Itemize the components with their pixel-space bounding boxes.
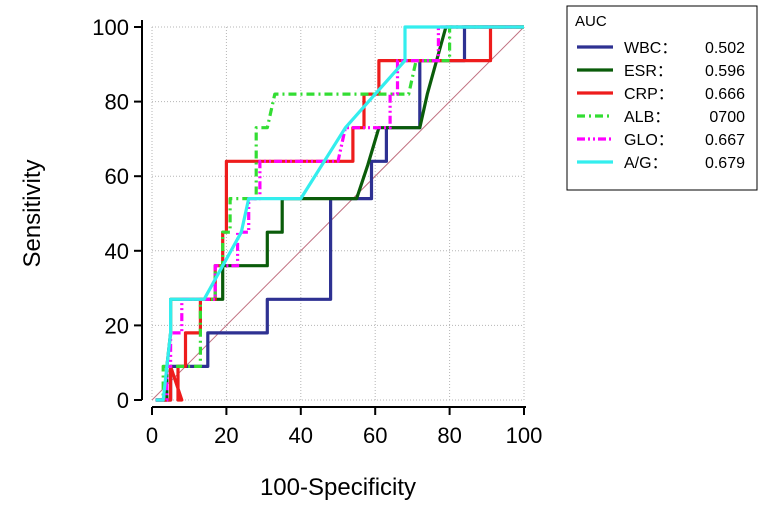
legend-auc-wbc: 0.502: [705, 40, 745, 57]
legend-auc-crp: 0.666: [705, 86, 745, 103]
x-tick-label: 0: [146, 423, 158, 448]
y-tick-label: 60: [105, 164, 129, 189]
reference-diagonal: [151, 26, 525, 401]
legend-label-wbc: WBC：: [624, 40, 677, 57]
series-line-glo: [155, 25, 524, 402]
y-tick-label: 0: [117, 388, 129, 413]
y-tick-label: 80: [105, 90, 129, 115]
x-tick-label: 60: [363, 423, 387, 448]
x-tick-label: 100: [506, 423, 543, 448]
legend-auc-esr: 0.596: [705, 63, 745, 80]
legend-title: AUC: [575, 13, 607, 30]
series-line-ag: [155, 25, 524, 402]
x-axis-title: 100-Specificity: [260, 474, 416, 501]
legend-label-esr: ESR：: [624, 63, 673, 80]
y-tick-label: 40: [105, 239, 129, 264]
x-tick-label: 40: [289, 423, 313, 448]
series-line-alb: [155, 25, 524, 402]
legend-auc-glo: 0.667: [705, 132, 745, 149]
legend-label-alb: ALB：: [624, 109, 670, 126]
y-tick-label: 20: [105, 313, 129, 338]
x-tick-label: 20: [214, 423, 238, 448]
y-tick-label: 100: [92, 15, 129, 40]
legend-label-glo: GLO：: [624, 132, 674, 149]
x-tick-label: 80: [437, 423, 461, 448]
y-axis-title: Sensitivity: [19, 159, 46, 267]
legend-box: [566, 5, 758, 191]
legend-label-crp: CRP：: [624, 86, 674, 103]
legend-auc-alb: 0700: [709, 109, 745, 126]
legend-auc-ag: 0.679: [705, 155, 745, 172]
legend-label-ag: A/G：: [624, 155, 668, 172]
